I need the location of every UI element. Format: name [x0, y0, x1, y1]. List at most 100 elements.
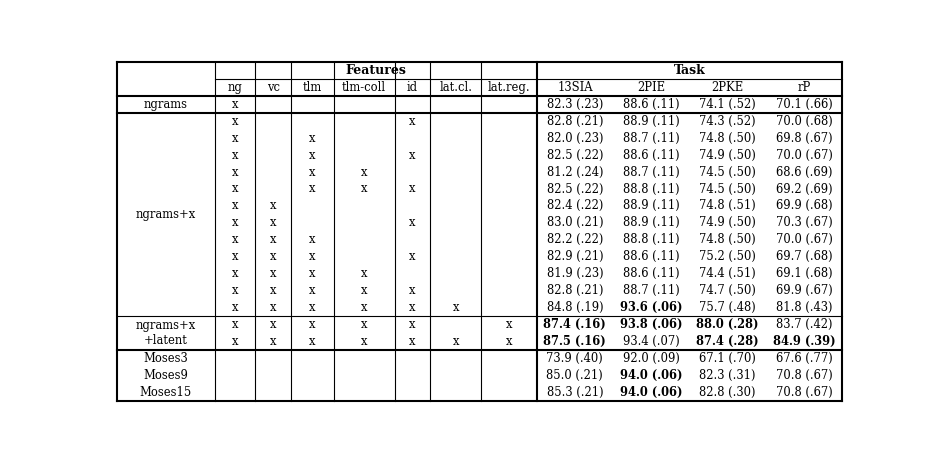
Text: x: x [409, 216, 416, 229]
Text: tlm-coll: tlm-coll [343, 81, 387, 94]
Text: 69.7 (.68): 69.7 (.68) [776, 250, 832, 263]
Text: x: x [361, 182, 368, 196]
Text: x: x [309, 250, 315, 263]
Text: 69.9 (.68): 69.9 (.68) [776, 199, 832, 213]
Text: 93.8 (.06): 93.8 (.06) [620, 318, 682, 331]
Text: 83.7 (.42): 83.7 (.42) [776, 318, 832, 331]
Text: 75.7 (.48): 75.7 (.48) [699, 301, 756, 314]
Text: 67.1 (.70): 67.1 (.70) [699, 352, 756, 365]
Text: x: x [409, 318, 416, 331]
Text: 85.3 (.21): 85.3 (.21) [547, 386, 603, 398]
Text: 82.9 (.21): 82.9 (.21) [547, 250, 603, 263]
Text: x: x [409, 115, 416, 128]
Text: x: x [309, 132, 315, 145]
Text: x: x [409, 284, 416, 297]
Text: x: x [232, 132, 239, 145]
Text: Task: Task [674, 64, 706, 77]
Text: x: x [232, 233, 239, 246]
Text: 93.6 (.06): 93.6 (.06) [620, 301, 682, 314]
Text: tlm: tlm [302, 81, 322, 94]
Text: x: x [309, 233, 315, 246]
Text: 74.5 (.50): 74.5 (.50) [699, 165, 756, 179]
Text: 74.4 (.51): 74.4 (.51) [699, 267, 756, 280]
Text: x: x [309, 284, 315, 297]
Text: 70.0 (.67): 70.0 (.67) [776, 148, 833, 162]
Text: 70.1 (.66): 70.1 (.66) [776, 98, 832, 111]
Text: ngrams: ngrams [144, 98, 188, 111]
Text: 88.7 (.11): 88.7 (.11) [622, 284, 680, 297]
Text: x: x [409, 250, 416, 263]
Text: 88.7 (.11): 88.7 (.11) [622, 132, 680, 145]
Text: 88.9 (.11): 88.9 (.11) [622, 199, 680, 213]
Text: 88.9 (.11): 88.9 (.11) [622, 216, 680, 229]
Text: x: x [232, 250, 239, 263]
Text: 88.8 (.11): 88.8 (.11) [623, 182, 680, 196]
Text: Moses3: Moses3 [143, 352, 188, 365]
Text: x: x [271, 335, 276, 348]
Text: x: x [453, 335, 460, 348]
Text: x: x [453, 301, 460, 314]
Text: 70.8 (.67): 70.8 (.67) [776, 369, 832, 382]
Text: 70.0 (.68): 70.0 (.68) [776, 115, 832, 128]
Text: x: x [361, 318, 368, 331]
Text: 87.5 (.16): 87.5 (.16) [544, 335, 607, 348]
Text: x: x [271, 284, 276, 297]
Text: 74.8 (.51): 74.8 (.51) [699, 199, 756, 213]
Text: 69.1 (.68): 69.1 (.68) [776, 267, 832, 280]
Text: 93.4 (.07): 93.4 (.07) [622, 335, 680, 348]
Text: x: x [309, 301, 315, 314]
Text: x: x [232, 98, 239, 111]
Text: 88.6 (.11): 88.6 (.11) [623, 148, 680, 162]
Text: 82.3 (.31): 82.3 (.31) [699, 369, 756, 382]
Text: x: x [361, 335, 368, 348]
Text: x: x [271, 301, 276, 314]
Text: 82.2 (.22): 82.2 (.22) [547, 233, 603, 246]
Text: rP: rP [797, 81, 811, 94]
Text: 73.9 (.40): 73.9 (.40) [547, 352, 603, 365]
Text: 84.8 (.19): 84.8 (.19) [547, 301, 603, 314]
Text: x: x [232, 267, 239, 280]
Text: x: x [409, 335, 416, 348]
Text: x: x [409, 148, 416, 162]
Text: 82.5 (.22): 82.5 (.22) [547, 182, 603, 196]
Text: x: x [309, 267, 315, 280]
Text: 88.7 (.11): 88.7 (.11) [622, 165, 680, 179]
Text: x: x [271, 233, 276, 246]
Text: vc: vc [267, 81, 280, 94]
Text: 74.9 (.50): 74.9 (.50) [699, 216, 756, 229]
Text: x: x [271, 318, 276, 331]
Text: x: x [505, 318, 512, 331]
Text: 81.9 (.23): 81.9 (.23) [547, 267, 603, 280]
Text: 88.0 (.28): 88.0 (.28) [696, 318, 759, 331]
Text: 82.4 (.22): 82.4 (.22) [547, 199, 603, 213]
Text: lat.reg.: lat.reg. [488, 81, 531, 94]
Text: x: x [409, 301, 416, 314]
Text: 88.6 (.11): 88.6 (.11) [623, 98, 680, 111]
Text: x: x [232, 148, 239, 162]
Text: 74.5 (.50): 74.5 (.50) [699, 182, 756, 196]
Text: x: x [271, 267, 276, 280]
Text: 88.6 (.11): 88.6 (.11) [623, 250, 680, 263]
Text: 82.3 (.23): 82.3 (.23) [547, 98, 603, 111]
Text: x: x [271, 250, 276, 263]
Text: 70.0 (.67): 70.0 (.67) [776, 233, 833, 246]
Text: x: x [309, 335, 315, 348]
Text: 85.0 (.21): 85.0 (.21) [547, 369, 603, 382]
Text: x: x [232, 335, 239, 348]
Text: 92.0 (.09): 92.0 (.09) [622, 352, 680, 365]
Text: 84.9 (.39): 84.9 (.39) [773, 335, 836, 348]
Text: 88.8 (.11): 88.8 (.11) [623, 233, 680, 246]
Text: x: x [309, 148, 315, 162]
Text: 67.6 (.77): 67.6 (.77) [776, 352, 832, 365]
Text: 81.2 (.24): 81.2 (.24) [547, 165, 603, 179]
Text: ng: ng [227, 81, 242, 94]
Text: Moses15: Moses15 [139, 386, 192, 398]
Text: x: x [271, 216, 276, 229]
Text: x: x [232, 284, 239, 297]
Text: 69.9 (.67): 69.9 (.67) [776, 284, 832, 297]
Text: 87.4 (.16): 87.4 (.16) [544, 318, 607, 331]
Text: id: id [407, 81, 418, 94]
Text: 74.7 (.50): 74.7 (.50) [699, 284, 756, 297]
Text: 74.8 (.50): 74.8 (.50) [699, 132, 756, 145]
Text: x: x [232, 301, 239, 314]
